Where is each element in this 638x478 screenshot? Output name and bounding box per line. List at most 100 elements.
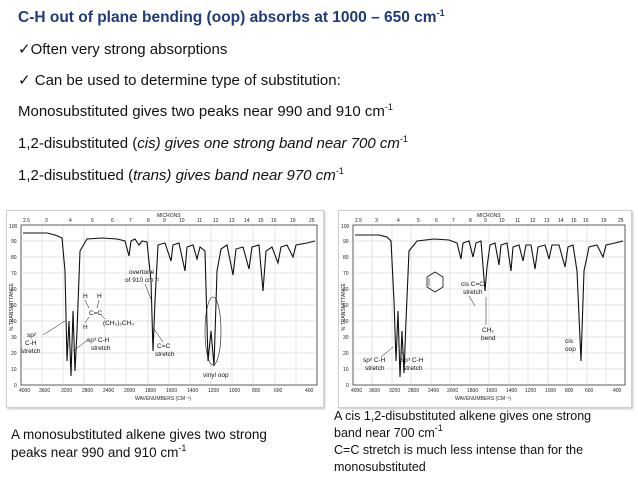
spectrum-trace xyxy=(355,234,624,378)
molecule-label: H xyxy=(83,324,88,331)
y-tick: 10 xyxy=(11,367,17,373)
spectrum-trace xyxy=(23,232,316,377)
micron-tick: 19 xyxy=(290,218,296,224)
bottom-axis-label: WAVENUMBERS (CM⁻¹) xyxy=(455,396,511,402)
y-tick: 70 xyxy=(343,271,349,277)
sp2-label: sp² C-H xyxy=(363,357,386,364)
micron-tick: 15 xyxy=(571,218,577,224)
wavenumber-tick: 2400 xyxy=(103,388,114,394)
micron-tick: 5 xyxy=(417,218,420,224)
top-axis-label: MICRONS xyxy=(157,213,181,219)
micron-tick: 6 xyxy=(435,218,438,224)
ir-spectrum-left-svg: 2.5 3 4 5 6 7 8 9 10 11 12 13 14 15 16 1… xyxy=(9,213,318,402)
top-axis-label: MICRONS xyxy=(477,213,501,219)
cis-cc-label: stretch xyxy=(463,289,483,296)
micron-tick: 11 xyxy=(515,218,520,224)
y-tick: 90 xyxy=(11,239,17,245)
micron-tick: 3 xyxy=(45,218,48,224)
micron-tick: 4 xyxy=(69,218,72,224)
molecule-label: C=C xyxy=(89,310,102,317)
line-sup: -1 xyxy=(384,102,393,112)
wavenumber-tick: 1200 xyxy=(208,388,219,394)
cis-cc-label: cis C=C xyxy=(461,281,484,288)
line-sup: -1 xyxy=(335,166,344,176)
line-text: 1,2-disubstituted ( xyxy=(18,135,138,152)
caption-sup: -1 xyxy=(434,423,443,433)
caption-line: monosubstituted xyxy=(334,460,426,474)
wavenumber-tick: 600 xyxy=(274,388,283,394)
wavenumber-tick: 3200 xyxy=(389,388,400,394)
caption-sup: -1 xyxy=(178,443,187,453)
micron-tick: 7 xyxy=(129,218,132,224)
y-tick: 100 xyxy=(341,224,350,230)
overtone-label: overtone xyxy=(129,269,155,276)
slide-title-text: C-H out of plane bending (oop) absorbs a… xyxy=(18,9,437,26)
micron-tick: 2.5 xyxy=(23,218,30,224)
micron-tick: 16 xyxy=(583,218,589,224)
micron-tick: 14 xyxy=(558,218,564,224)
wavenumber-tick: 4000 xyxy=(19,388,30,394)
micron-tick: 14 xyxy=(244,218,250,224)
spectrum-annotations: overtone of 910 cm⁻¹ sp² C-H stretch sp³… xyxy=(21,269,229,379)
molecule-label: (CH₂)₃CH₃ xyxy=(103,320,134,327)
line-trans: 1,2-disubstitued (trans) gives band near… xyxy=(18,166,344,185)
micron-tick: 12 xyxy=(213,218,219,224)
y-tick: 40 xyxy=(11,319,17,325)
cis-oop-label: cis xyxy=(565,338,574,345)
micron-tick: 11 xyxy=(197,218,202,224)
micron-tick: 8 xyxy=(469,218,472,224)
y-tick: 0 xyxy=(346,383,349,389)
molecule-label: H xyxy=(83,293,88,300)
y-tick: 20 xyxy=(11,351,17,357)
bullet-text: Often very strong absorptions xyxy=(30,41,228,58)
wavenumber-tick: 4000 xyxy=(351,388,362,394)
y-tick: 100 xyxy=(9,224,18,230)
micron-tick: 10 xyxy=(499,218,505,224)
cc-stretch-label: C=C xyxy=(157,343,170,350)
overtone-label: of 910 cm⁻¹ xyxy=(125,277,160,284)
micron-tick: 13 xyxy=(229,218,235,224)
micron-tick: 9 xyxy=(484,218,487,224)
ch2-bend-label: CH₂ xyxy=(482,327,494,334)
sp3-label: stretch xyxy=(403,365,423,372)
bullet-text: Can be used to determine type of substit… xyxy=(30,72,341,89)
y-axis-label: % TRANSMITTANCE xyxy=(341,282,347,331)
sp2-label: stretch xyxy=(21,348,41,355)
wavenumber-tick: 2000 xyxy=(124,388,135,394)
y-tick: 80 xyxy=(11,255,17,261)
bullet-substitution-type: ✓ Can be used to determine type of subst… xyxy=(18,71,341,89)
line-text: 1,2-disubstitued ( xyxy=(18,167,134,184)
y-tick: 80 xyxy=(343,255,349,261)
line-monosubstituted: Monosubstituted gives two peaks near 990… xyxy=(18,102,393,121)
line-italic-text: trans) gives band near 970 cm xyxy=(133,167,336,184)
micron-tick: 6 xyxy=(111,218,114,224)
caption-line: A cis 1,2-disubstituted alkene gives one… xyxy=(334,409,592,423)
sp3-label: sp³ C-H xyxy=(87,337,110,344)
y-axis-label: % TRANSMITTANCE xyxy=(9,282,15,331)
molecule-label: H xyxy=(97,293,102,300)
caption-cis-disubstituted: A cis 1,2-disubstituted alkene gives one… xyxy=(334,408,591,476)
y-tick: 60 xyxy=(343,287,349,293)
wavenumber-tick: 2800 xyxy=(408,388,419,394)
wavenumber-tick: 400 xyxy=(613,388,622,394)
wavenumber-tick: 1800 xyxy=(467,388,478,394)
wavenumber-tick: 2000 xyxy=(447,388,458,394)
micron-tick: 8 xyxy=(147,218,150,224)
y-tick: 30 xyxy=(343,335,349,341)
line-cis: 1,2-disubstituted (cis) gives one strong… xyxy=(18,135,408,153)
micron-tick: 16 xyxy=(271,218,277,224)
wavenumber-tick: 1600 xyxy=(486,388,497,394)
cis-oop-label: oop xyxy=(565,346,576,353)
sp2-label: stretch xyxy=(365,365,385,372)
y-tick: 0 xyxy=(14,383,17,389)
bottom-axis-wavenumbers: 4000 3600 3200 2800 2400 2000 1800 1600 … xyxy=(19,388,314,394)
wavenumber-tick: 600 xyxy=(585,388,594,394)
caption-line: band near 700 cm xyxy=(334,426,435,440)
wavenumber-tick: 1800 xyxy=(145,388,156,394)
micron-tick: 12 xyxy=(530,218,536,224)
ir-spectrum-monosubstituted: 2.5 3 4 5 6 7 8 9 10 11 12 13 14 15 16 1… xyxy=(6,210,324,408)
bottom-axis-wavenumbers: 4000 3600 3200 2800 2400 2000 1800 1600 … xyxy=(351,388,622,394)
caption-monosubstituted: A monosubstituted alkene gives two stron… xyxy=(11,426,267,462)
wavenumber-tick: 1000 xyxy=(545,388,556,394)
wavenumber-tick: 3600 xyxy=(369,388,380,394)
